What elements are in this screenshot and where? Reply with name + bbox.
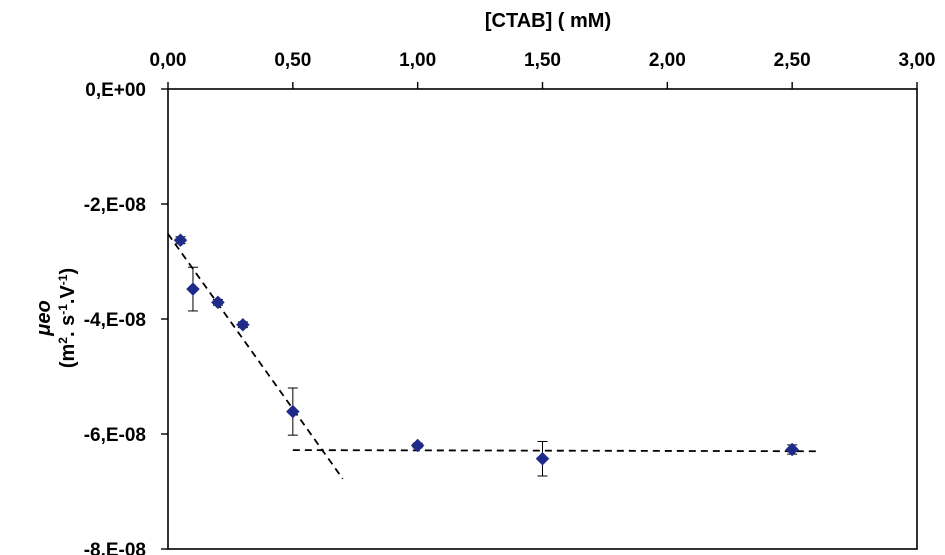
data-series (173, 233, 800, 477)
x-tick-label: 0,50 (274, 50, 311, 71)
data-point (535, 451, 550, 466)
data-point (785, 442, 800, 457)
trend-line (167, 233, 344, 480)
data-point (211, 295, 225, 310)
x-tick-label: 1,50 (524, 50, 561, 71)
x-tick-label: 2,00 (649, 50, 686, 71)
data-point (186, 282, 200, 296)
x-tick-label: 0,00 (150, 50, 187, 71)
plot-area (167, 88, 918, 550)
y-tick-label: -2,E-08 (84, 195, 146, 216)
y-tick-label: -8,E-08 (84, 540, 146, 555)
y-axis-title: μeo (m2. s-1.V-1) (33, 268, 79, 368)
data-point (173, 233, 188, 248)
y-tick-label: -6,E-08 (84, 425, 146, 446)
x-axis: 0,00 0,50 1,00 1,50 2,00 2,50 3,00 (150, 50, 936, 89)
x-tick-label: 3,00 (899, 50, 936, 71)
data-point (285, 404, 300, 419)
y-axis-title-line1: μeo (33, 300, 55, 336)
x-axis-title: [CTAB] ( mM) (485, 10, 611, 32)
trend-lines (167, 233, 818, 480)
x-tick-label: 1,00 (399, 50, 436, 71)
y-axis-title-line2: (m2. s-1.V-1) (56, 268, 79, 368)
trend-line (292, 449, 818, 453)
x-tick-label: 2,50 (774, 50, 811, 71)
y-tick-label: 0,E+00 (85, 80, 146, 101)
y-axis: 0,E+00 -2,E-08 -4,E-08 -6,E-08 -8,E-08 (84, 80, 168, 555)
y-tick-label: -4,E-08 (84, 310, 146, 331)
data-point (410, 438, 425, 453)
data-point (236, 317, 250, 332)
